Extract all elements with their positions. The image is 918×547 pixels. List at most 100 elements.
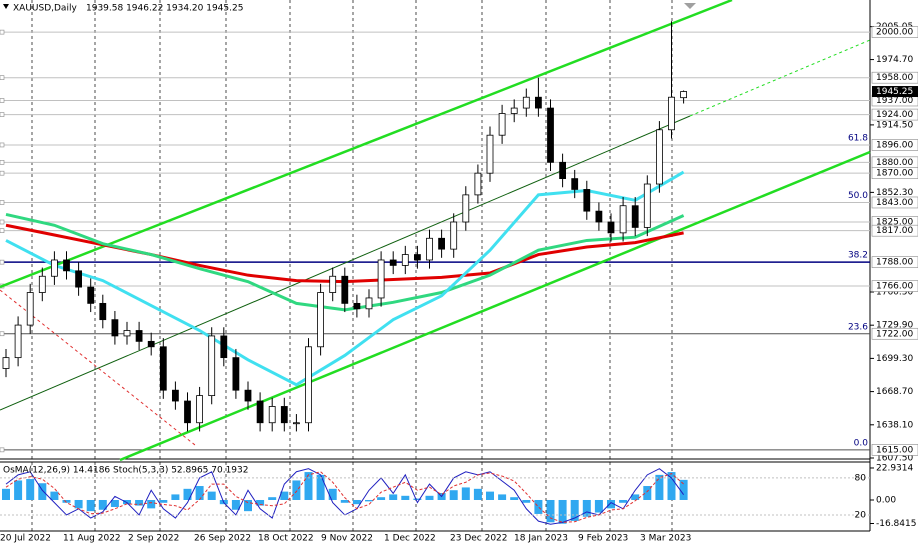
level-label: 1817.00: [876, 226, 913, 236]
level-box: [871, 71, 918, 84]
candle-body: [607, 221, 615, 234]
level-box: [871, 196, 918, 209]
shift-marker: [684, 3, 696, 9]
osma-bar: [522, 499, 531, 503]
level-box: [871, 108, 918, 121]
candles: [2, 21, 687, 432]
osma-bar: [655, 474, 664, 500]
y-tick-label: 1974.70: [876, 55, 913, 65]
osma-bar: [256, 499, 265, 506]
level-label: 1880.00: [876, 158, 913, 168]
osma-bar: [147, 499, 156, 509]
candle-body: [426, 237, 433, 261]
candle-body: [341, 275, 349, 304]
oscillator: [0, 468, 870, 525]
osma-bar: [86, 499, 95, 512]
candle-body: [317, 292, 325, 348]
level-handle: [0, 331, 5, 337]
stoch-tick-label: 80: [855, 473, 867, 483]
current-price-label: 1945.25: [876, 87, 913, 97]
osma-bar: [377, 497, 386, 500]
level-handle: [0, 112, 5, 117]
grid: 20 Jul 2022 11 Aug 2022 2 Sep 2022 26 Sep 2…: [0, 0, 691, 544]
candle-body: [268, 406, 276, 424]
x-tick-label: 11 Aug 2022: [63, 534, 121, 544]
level-box: [871, 327, 918, 340]
candle-body: [244, 389, 252, 402]
osma-bar: [534, 499, 543, 514]
osma-bar: [389, 494, 398, 500]
candle-body: [38, 275, 46, 293]
level-handle: [0, 98, 5, 103]
level-handle: [0, 29, 5, 35]
chart-title: XAUUSD,Daily: [13, 4, 77, 14]
x-tick-label: 20 Jul 2022: [0, 534, 51, 544]
candle-body: [656, 129, 663, 185]
osma-bar: [667, 472, 676, 500]
level-handle: [0, 259, 5, 265]
osma-bar: [98, 499, 107, 510]
candle-body: [232, 357, 240, 391]
candle-body: [401, 254, 409, 266]
channel-upper: [0, 0, 733, 289]
fib-label: 50.0: [848, 191, 868, 201]
candle-body: [571, 178, 579, 190]
candle-body: [559, 161, 566, 179]
level-label: 1825.00: [876, 218, 913, 228]
osma-bar: [171, 494, 180, 500]
osma-bar: [425, 495, 434, 500]
candle-body: [474, 172, 482, 196]
level-box: [871, 26, 918, 38]
level-label: 1615.00: [876, 445, 913, 455]
osma-bar: [558, 499, 567, 524]
osma-bar: [607, 499, 615, 509]
level-handle: [0, 200, 5, 205]
level-handle: [0, 170, 5, 176]
level-box: [871, 280, 918, 292]
osma-bar: [631, 494, 640, 500]
level-label: 1924.00: [876, 110, 913, 120]
stoch-tick-label: 20: [855, 510, 867, 520]
level-label: 1843.00: [876, 198, 913, 208]
candle-body: [329, 275, 337, 293]
x-tick-label: 18 Oct 2022: [258, 534, 314, 544]
x-tick-label: 26 Sep 2022: [194, 534, 251, 544]
osma-bar: [413, 498, 422, 500]
candle-body: [510, 107, 518, 114]
candle-body: [643, 183, 651, 228]
level-label: 1958.00: [876, 73, 913, 83]
candle-body: [680, 91, 687, 99]
level-label: 1896.00: [876, 140, 913, 150]
candle-body: [547, 107, 554, 163]
candle-body: [111, 319, 119, 337]
candle-body: [498, 113, 506, 136]
osma-bar: [582, 499, 591, 517]
level-box: [871, 139, 918, 151]
channel-lower: [119, 150, 871, 462]
osc-tick-label: 22.9314: [876, 463, 913, 473]
level-handle: [0, 447, 5, 453]
candle-body: [595, 210, 603, 223]
osma-bar: [304, 472, 313, 500]
osma-bar: [207, 491, 216, 500]
osma-bar: [268, 497, 277, 500]
level-label: 2000.00: [876, 28, 913, 38]
y-tick-label: 1638.10: [876, 420, 913, 430]
osma-bar: [461, 487, 470, 500]
candle-body: [63, 259, 70, 272]
oscillator-title: OsMA(12,26,9) 14.4186 Stoch(5,3,3) 52.89…: [3, 466, 249, 476]
level-handle: [0, 160, 5, 165]
candle-body: [377, 259, 385, 299]
osma-bar: [26, 479, 35, 500]
level-box: [871, 167, 918, 179]
current-price-box: [872, 86, 918, 98]
candle-body: [220, 335, 228, 359]
price-axis: 2005.051974.701914.501852.301760.501729.…: [855, 22, 918, 529]
level-box: [871, 444, 918, 456]
candle-body: [26, 292, 34, 326]
level-handle: [0, 228, 5, 233]
candle-body: [389, 259, 397, 266]
candle-body: [462, 194, 470, 223]
osma-bar: [473, 488, 482, 500]
